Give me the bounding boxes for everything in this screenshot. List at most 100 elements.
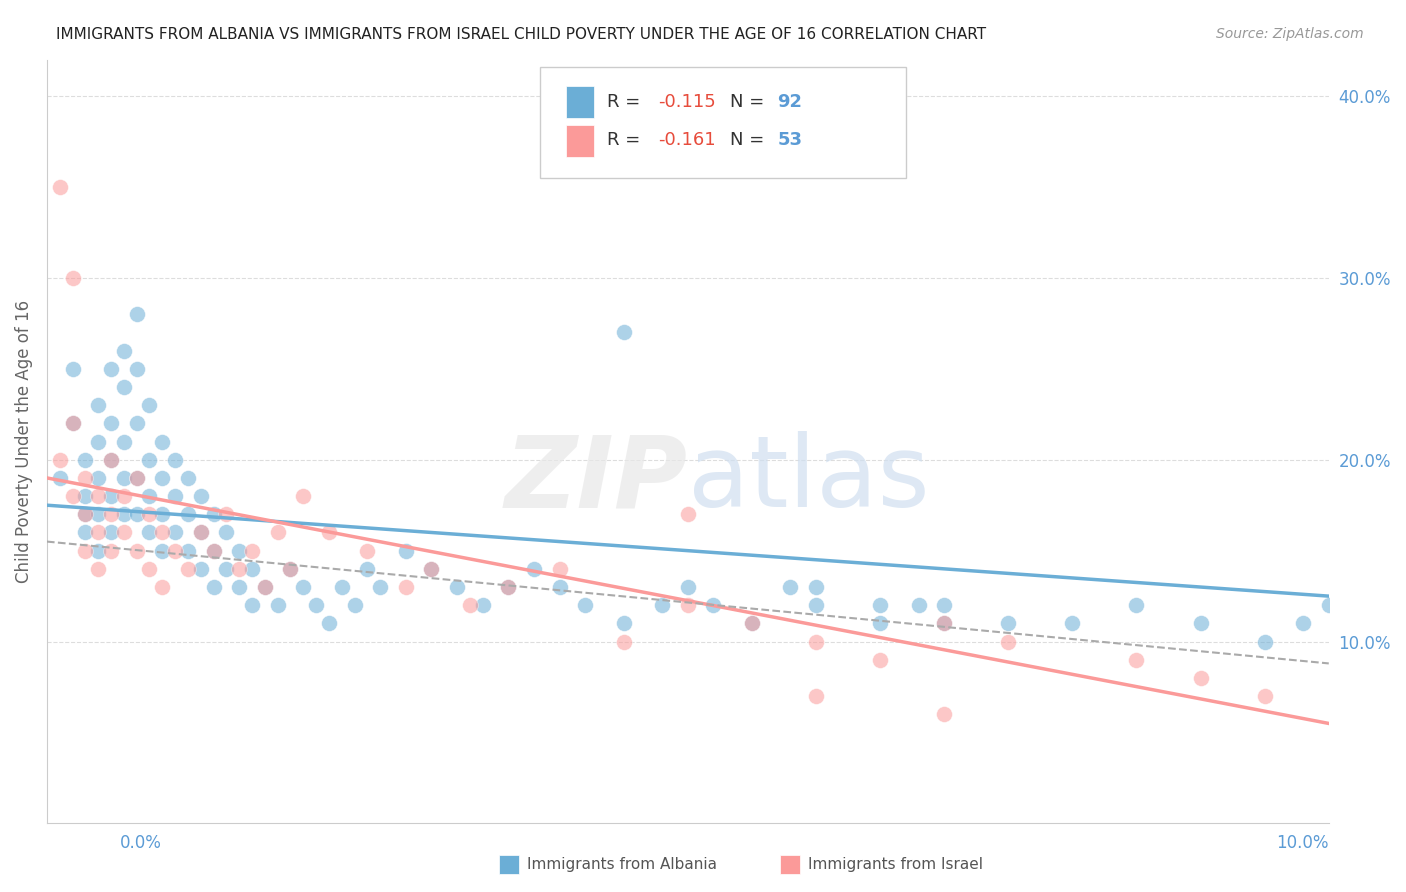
Point (62, 270, 84, 285)
Point (395, 543, 418, 558)
Point (75, 508, 97, 522)
Point (190, 525, 212, 540)
Point (574, 599, 596, 613)
Point (613, 326, 636, 340)
Point (177, 471, 200, 485)
Text: Immigrants from Albania: Immigrants from Albania (527, 857, 717, 871)
Point (48, 452, 70, 467)
Point (458, 599, 481, 613)
Point (305, 599, 328, 613)
Point (112, 343, 135, 358)
Point (1125, 599, 1147, 613)
Point (100, 489, 122, 503)
Point (1292, 616, 1315, 631)
Point (215, 508, 238, 522)
Point (165, 489, 187, 503)
Point (266, 525, 288, 540)
Point (87, 543, 110, 558)
Point (87, 434, 110, 449)
Point (62, 489, 84, 503)
Point (87, 508, 110, 522)
Point (240, 562, 263, 576)
Point (100, 361, 122, 376)
Point (1189, 671, 1212, 685)
Point (75, 525, 97, 540)
Point (1062, 616, 1084, 631)
Point (100, 543, 122, 558)
Point (202, 508, 225, 522)
Point (934, 616, 956, 631)
Point (228, 543, 250, 558)
Point (150, 434, 173, 449)
Point (280, 562, 302, 576)
Point (75, 489, 97, 503)
Point (613, 616, 636, 631)
Point (356, 543, 378, 558)
Point (190, 489, 212, 503)
Point (330, 580, 353, 594)
Point (676, 599, 699, 613)
Point (240, 543, 263, 558)
Point (177, 543, 200, 558)
Point (548, 562, 571, 576)
Point (318, 616, 340, 631)
Point (676, 580, 699, 594)
Point (87, 525, 110, 540)
Point (177, 508, 200, 522)
Point (356, 562, 378, 576)
Point (1253, 689, 1275, 703)
Text: N =: N = (730, 131, 770, 149)
Bar (780, 855, 800, 874)
Text: Source: ZipAtlas.com: Source: ZipAtlas.com (1216, 27, 1364, 41)
Point (741, 616, 763, 631)
Text: -0.115: -0.115 (658, 93, 716, 111)
Y-axis label: Child Poverty Under the Age of 16: Child Poverty Under the Age of 16 (15, 300, 32, 583)
Point (997, 616, 1019, 631)
Point (779, 580, 801, 594)
Point (741, 616, 763, 631)
Point (228, 580, 250, 594)
Point (498, 580, 520, 594)
Point (548, 580, 571, 594)
Point (100, 417, 122, 431)
Text: 53: 53 (778, 131, 803, 149)
Point (112, 434, 135, 449)
Point (87, 489, 110, 503)
Point (48, 471, 70, 485)
Point (934, 707, 956, 722)
Point (202, 543, 225, 558)
Point (869, 616, 891, 631)
Text: -0.161: -0.161 (658, 131, 716, 149)
Point (1317, 599, 1340, 613)
Point (100, 452, 122, 467)
Point (150, 508, 173, 522)
Point (190, 562, 212, 576)
Point (1189, 616, 1212, 631)
Point (804, 580, 827, 594)
Point (523, 562, 546, 576)
Text: 10.0%: 10.0% (1277, 834, 1329, 852)
Point (165, 543, 187, 558)
Bar (499, 855, 519, 874)
Point (125, 471, 148, 485)
Text: atlas: atlas (688, 431, 929, 528)
Text: 92: 92 (778, 93, 803, 111)
Text: Immigrants from Israel: Immigrants from Israel (808, 857, 983, 871)
Point (75, 452, 97, 467)
Point (87, 471, 110, 485)
Point (420, 562, 443, 576)
Point (87, 562, 110, 576)
Point (702, 599, 724, 613)
Point (62, 417, 84, 431)
Point (100, 525, 122, 540)
Text: IMMIGRANTS FROM ALBANIA VS IMMIGRANTS FROM ISRAEL CHILD POVERTY UNDER THE AGE OF: IMMIGRANTS FROM ALBANIA VS IMMIGRANTS FR… (56, 27, 987, 42)
Point (150, 525, 173, 540)
Point (613, 634, 636, 648)
Point (125, 361, 148, 376)
Point (343, 599, 366, 613)
Point (253, 580, 276, 594)
Point (165, 525, 187, 540)
Point (125, 307, 148, 321)
Point (498, 580, 520, 594)
Point (1253, 634, 1275, 648)
